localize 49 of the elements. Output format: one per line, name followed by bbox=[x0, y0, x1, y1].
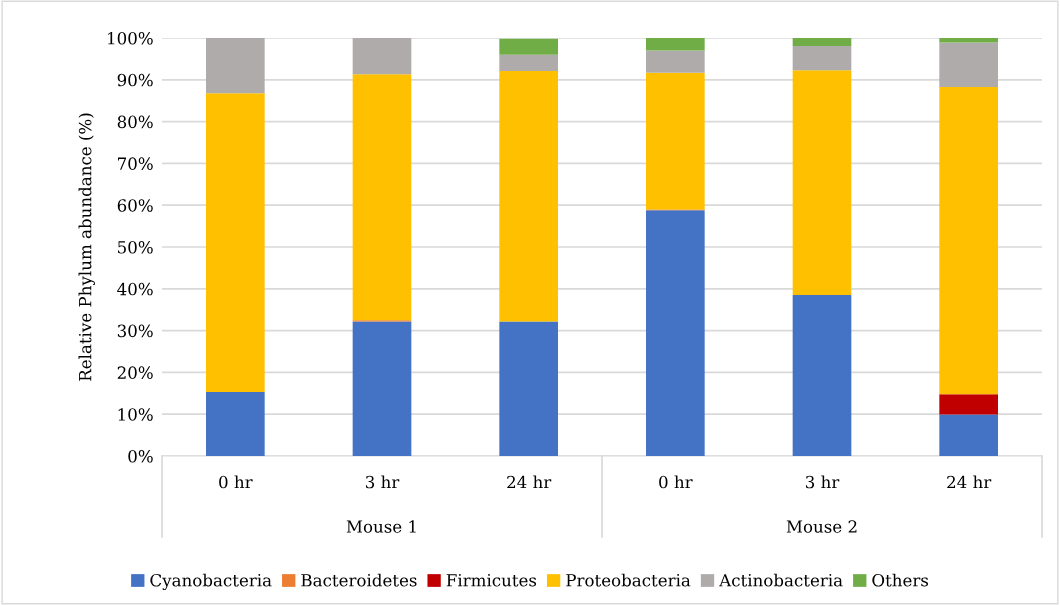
bar bbox=[792, 70, 852, 296]
bar bbox=[646, 210, 705, 456]
bar bbox=[646, 38, 705, 51]
bar bbox=[939, 86, 998, 395]
bar bbox=[206, 93, 265, 393]
x-tick-label: 24 hr bbox=[947, 475, 992, 489]
x-tick-label: 3 hr bbox=[805, 475, 840, 489]
bar bbox=[352, 38, 412, 75]
legend-label: Proteobacteria bbox=[566, 573, 691, 587]
bar bbox=[499, 38, 558, 55]
bar bbox=[939, 38, 998, 43]
legend-label: Firmicutes bbox=[446, 574, 537, 587]
legend-label: Bacteroidetes bbox=[301, 573, 417, 587]
bar bbox=[646, 72, 705, 210]
y-tick-label: 10% bbox=[118, 408, 153, 421]
bar bbox=[646, 50, 705, 73]
legend-label: Actinobacteria bbox=[719, 573, 843, 587]
y-tick-label: 90% bbox=[117, 73, 153, 87]
x-tick-label: 0 hr bbox=[659, 475, 693, 489]
bar bbox=[352, 74, 412, 321]
text: Mouse 1 bbox=[346, 520, 416, 533]
bar bbox=[206, 38, 265, 94]
y-tick-label: 20% bbox=[117, 366, 153, 379]
bar bbox=[939, 42, 998, 87]
bar bbox=[352, 321, 412, 456]
y-tick-label: 80% bbox=[117, 115, 153, 129]
y-axis-title: Relative Phylum abundance (%) bbox=[78, 113, 95, 381]
bar bbox=[792, 38, 852, 46]
bar bbox=[499, 71, 558, 322]
y-tick-label: 100% bbox=[108, 31, 153, 45]
y-tick-label: 30% bbox=[117, 324, 153, 338]
x-tick-label: 3 hr bbox=[365, 475, 400, 489]
bar bbox=[792, 295, 852, 456]
bar bbox=[939, 414, 998, 456]
x-tick-label: 24 hr bbox=[507, 475, 552, 489]
legend-label: Cyanobacteria bbox=[150, 573, 272, 590]
x-tick-label: 0 hr bbox=[219, 475, 253, 489]
bar bbox=[206, 392, 265, 456]
y-tick-label: 50% bbox=[118, 240, 153, 254]
text: Mouse 2 bbox=[786, 520, 857, 533]
bar bbox=[792, 45, 852, 71]
bar bbox=[499, 321, 558, 456]
y-tick-label: 70% bbox=[118, 157, 153, 170]
y-tick-label: 60% bbox=[117, 199, 153, 212]
y-tick-label: 40% bbox=[117, 282, 153, 296]
bar bbox=[499, 54, 558, 72]
legend-label: Others bbox=[872, 573, 929, 587]
y-tick-label: 0% bbox=[128, 449, 153, 463]
bar bbox=[939, 394, 998, 415]
